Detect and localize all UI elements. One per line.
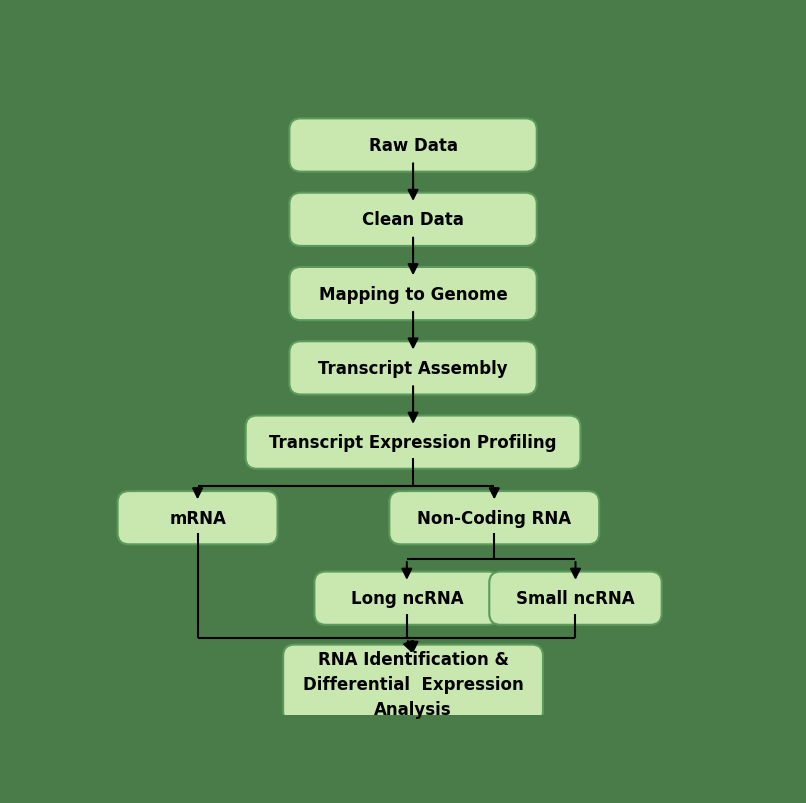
Text: Small ncRNA: Small ncRNA	[516, 589, 635, 607]
FancyBboxPatch shape	[314, 572, 499, 625]
Text: Mapping to Genome: Mapping to Genome	[318, 285, 508, 304]
Text: Raw Data: Raw Data	[368, 137, 458, 155]
FancyBboxPatch shape	[289, 119, 537, 173]
Text: Non-Coding RNA: Non-Coding RNA	[418, 509, 571, 527]
Text: Transcript Expression Profiling: Transcript Expression Profiling	[269, 434, 557, 451]
FancyBboxPatch shape	[283, 645, 543, 723]
FancyBboxPatch shape	[389, 491, 599, 544]
FancyBboxPatch shape	[246, 416, 580, 469]
FancyBboxPatch shape	[289, 194, 537, 247]
Text: Clean Data: Clean Data	[362, 211, 464, 229]
Text: Transcript Assembly: Transcript Assembly	[318, 360, 508, 377]
FancyBboxPatch shape	[289, 267, 537, 321]
FancyBboxPatch shape	[489, 572, 662, 625]
Text: Long ncRNA: Long ncRNA	[351, 589, 463, 607]
FancyBboxPatch shape	[289, 342, 537, 395]
FancyBboxPatch shape	[118, 491, 277, 544]
Text: mRNA: mRNA	[169, 509, 226, 527]
Text: RNA Identification &
Differential  Expression
Analysis: RNA Identification & Differential Expres…	[303, 650, 523, 718]
